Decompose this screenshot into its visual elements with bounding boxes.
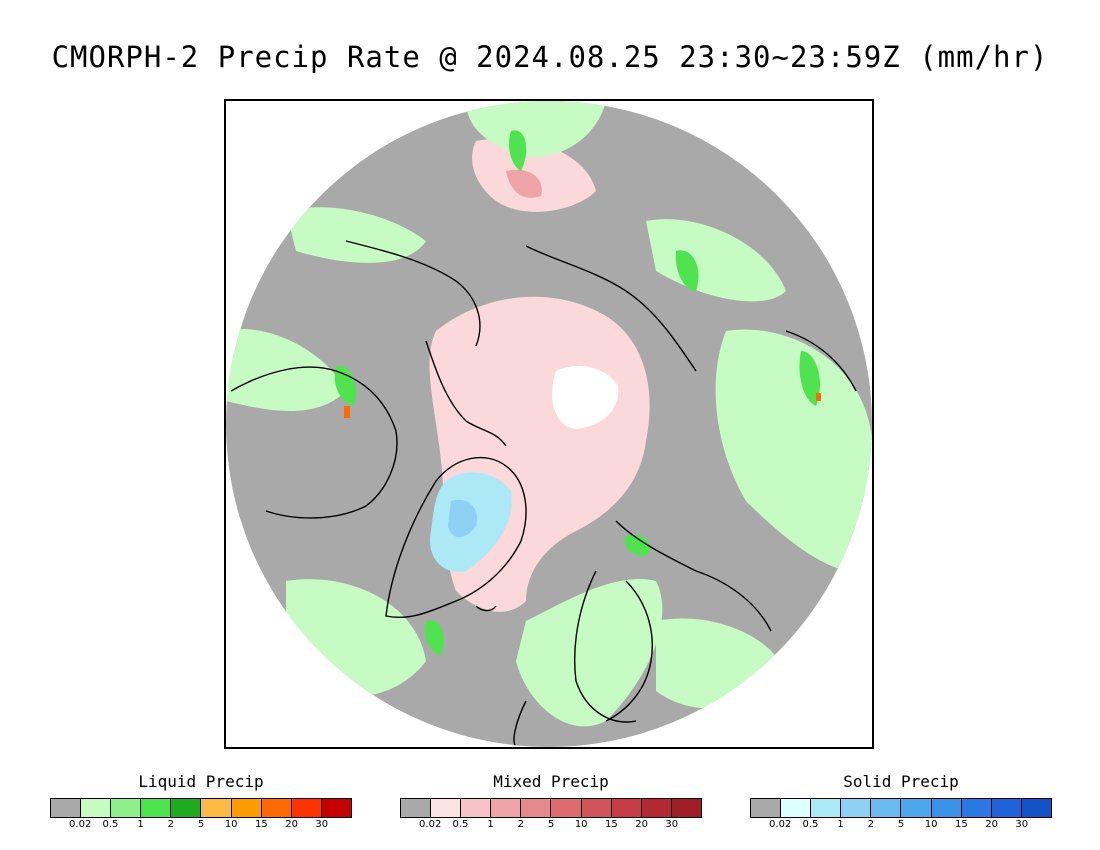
legend-swatch [781,799,812,817]
legend-swatch [551,799,582,817]
legend-color-bar [400,798,702,818]
legend-swatch [231,799,262,817]
legend-tick-label: 30 [665,819,679,830]
legend-swatch [671,799,701,817]
legend-mixed-precip: Mixed Precip 0.02 0.5 1 2 5 10 15 20 30 [400,772,702,833]
legend-tick-label: 15 [955,819,968,830]
legend-tick-label: 0.02 [69,819,92,830]
legend-swatch [171,799,202,817]
legend-tick-label: 1 [137,819,144,830]
legend-swatch [751,799,782,817]
legend-swatch [961,799,992,817]
legend-tick-label: 10 [924,819,938,830]
legend-tick-label: 10 [224,819,238,830]
legend-swatch [141,799,172,817]
legend-swatch [321,799,351,817]
legend-title: Solid Precip [843,772,959,791]
legend-swatch [521,799,552,817]
legend-swatch [901,799,932,817]
legend-title: Mixed Precip [493,772,609,791]
legend-swatch [991,799,1022,817]
legend-title: Liquid Precip [138,772,264,791]
legend-solid-precip: Solid Precip 0.02 0.5 1 2 5 10 15 20 30 [750,772,1052,833]
legend-swatch [461,799,492,817]
legend-swatch [931,799,962,817]
legend-tick-label: 0.5 [102,819,119,830]
legend-tick-label: 5 [897,819,905,830]
legend-tick-label: 5 [547,819,555,830]
legend-ticks: 0.02 0.5 1 2 5 10 15 20 30 [50,819,352,833]
legend-tick-label: 20 [285,819,298,830]
legend-swatch [611,799,642,817]
legend-tick-label: 30 [1015,819,1029,830]
legend-color-bar [750,798,1052,818]
legend-swatch [261,799,292,817]
legend-tick-label: 2 [517,819,524,830]
legend-swatch [431,799,462,817]
legend-tick-label: 20 [635,819,648,830]
legend-tick-label: 30 [315,819,329,830]
legend-tick-label: 0.02 [419,819,442,830]
legend-liquid-precip: Liquid Precip 0.02 0.5 1 2 5 10 15 20 30 [50,772,352,833]
legend-swatch [811,799,842,817]
legend-swatch [111,799,142,817]
legend-swatch [291,799,322,817]
solid-precip-heavy [448,499,477,538]
legend-tick-label: 1 [487,819,494,830]
legend-tick-label: 0.5 [802,819,819,830]
legend-swatch [871,799,902,817]
legend-swatch [81,799,112,817]
legend-tick-label: 0.5 [452,819,469,830]
polar-map [226,101,872,747]
no-precip-area [552,366,619,429]
legend-tick-label: 5 [197,819,205,830]
legend-swatch [841,799,872,817]
legend-tick-label: 20 [985,819,998,830]
legend-tick-label: 10 [574,819,588,830]
legend-swatch [201,799,232,817]
legend-tick-label: 2 [867,819,874,830]
legend-tick-label: 0.02 [769,819,792,830]
map-frame [224,99,874,749]
mixed-precip-area-heavy [506,169,542,198]
legend-tick-label: 15 [605,819,618,830]
legend-swatch [581,799,612,817]
legend-tick-label: 15 [255,819,268,830]
legend-swatch [641,799,672,817]
land-outlines [230,240,857,747]
legend-swatch [491,799,522,817]
legend-ticks: 0.02 0.5 1 2 5 10 15 20 30 [750,819,1052,833]
map-title: CMORPH-2 Precip Rate @ 2024.08.25 23:30~… [51,40,1049,74]
legend-ticks: 0.02 0.5 1 2 5 10 15 20 30 [400,819,702,833]
legend-swatch [1021,799,1051,817]
legend-tick-label: 1 [837,819,844,830]
legend-tick-label: 2 [167,819,174,830]
liquid-precip-intense [344,393,821,418]
liquid-precip-heavy [334,130,821,656]
legend-swatch [401,799,432,817]
legend-swatch [51,799,82,817]
legend-color-bar [50,798,352,818]
